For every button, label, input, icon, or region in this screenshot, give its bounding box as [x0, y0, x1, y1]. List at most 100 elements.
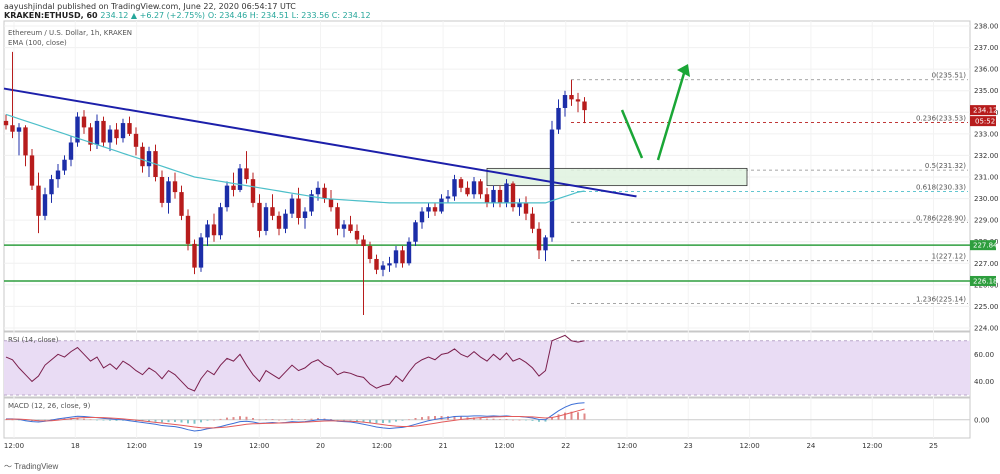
macd-histogram-bar — [492, 418, 495, 420]
ohlc-values: O: 234.46 H: 234.51 L: 233.56 C: 234.12 — [207, 11, 371, 20]
candle-body — [549, 129, 555, 238]
candle-body — [341, 224, 347, 229]
candle-body — [270, 207, 275, 216]
y-tick-label: 227.00 — [974, 260, 999, 268]
candle-body — [296, 198, 301, 218]
rsi-tick-label: 60.00 — [974, 351, 994, 359]
y-tick-label: 237.00 — [974, 44, 999, 52]
macd-histogram-bar — [336, 419, 339, 421]
candle-body — [68, 142, 74, 160]
y-tick-label: 225.00 — [974, 303, 999, 311]
x-tick-label: 21 — [439, 442, 448, 450]
macd-histogram-bar — [271, 419, 274, 420]
macd-histogram-bar — [167, 419, 170, 423]
macd-histogram-bar — [382, 419, 384, 424]
macd-histogram-bar — [154, 419, 157, 422]
candle-body — [426, 207, 431, 212]
x-tick-label: 12:00 — [249, 442, 269, 450]
candle-body — [107, 129, 113, 143]
macd-histogram-bar — [252, 418, 254, 420]
candle-body — [536, 228, 542, 251]
tradingview-logo[interactable]: 〜 TradingView — [4, 461, 58, 472]
macd-histogram-bar — [375, 419, 378, 424]
macd-histogram-bar — [284, 419, 287, 421]
macd-histogram-bar — [401, 419, 404, 421]
fib-level-label: 1.236(225.14) — [916, 295, 966, 303]
candle-body — [211, 224, 217, 236]
trendline — [3, 87, 637, 198]
candle-body — [29, 155, 35, 186]
x-tick-label: 23 — [684, 442, 693, 450]
macd-histogram-bar — [414, 418, 417, 420]
macd-histogram-bar — [453, 416, 456, 420]
candle-body — [556, 107, 561, 130]
countdown-tag — [970, 116, 996, 127]
macd-histogram-bar — [180, 419, 183, 423]
candles — [3, 51, 587, 316]
candle-body — [231, 185, 236, 190]
candle-body — [16, 127, 22, 132]
candle-body — [471, 181, 477, 195]
ema-line — [5, 113, 585, 204]
candle-body — [458, 179, 464, 188]
candle-body — [439, 198, 444, 212]
macd-histogram-bar — [525, 419, 527, 421]
macd-histogram-bar — [427, 416, 430, 420]
y-tick-label: 231.00 — [974, 174, 999, 182]
macd-histogram-bar — [518, 419, 521, 421]
candle-body — [101, 120, 106, 143]
y-tick-label: 224.00 — [974, 325, 999, 333]
publisher-line: aayushjindal published on TradingView.co… — [4, 2, 296, 11]
x-tick-label: 20 — [316, 442, 325, 450]
overlays: 0(235.51) 0.236(233.53) 0.5(231.32) 0.618(2… — [3, 64, 970, 304]
candle-body — [309, 194, 314, 212]
candle-body — [289, 198, 295, 214]
macd-panel: 0.00 — [4, 402, 990, 432]
candle-body — [159, 177, 165, 203]
candle-body — [257, 202, 262, 231]
candle-body — [335, 207, 340, 229]
x-tick-label: 12:00 — [127, 442, 147, 450]
ema-polyline — [5, 113, 585, 204]
macd-histogram-bar — [11, 419, 14, 421]
candle-body — [497, 189, 503, 203]
candle-body — [75, 116, 80, 143]
candle-body — [328, 198, 334, 208]
price-tag — [970, 105, 996, 116]
candle-body — [81, 116, 87, 128]
macd-histogram-bar — [551, 417, 553, 420]
macd-histogram-bar — [538, 419, 540, 422]
candle-body — [42, 194, 48, 216]
legend-macd: MACD (12, 26, close, 9) — [8, 402, 91, 410]
support-price-label: 227.84 — [973, 242, 998, 250]
candle-body — [263, 207, 269, 231]
candle-body — [484, 194, 490, 203]
candle-body — [276, 215, 282, 229]
x-tick-label: 12:00 — [494, 442, 514, 450]
candle-body — [523, 202, 529, 214]
candle-body — [354, 230, 360, 240]
macd-histogram-bar — [161, 419, 163, 423]
candle-body — [179, 192, 184, 216]
candle-body — [62, 159, 67, 171]
macd-histogram-bar — [499, 419, 501, 420]
tradingview-icon: 〜 — [4, 462, 12, 471]
macd-histogram-bar — [317, 418, 319, 420]
y-tick-label: 238.00 — [974, 23, 999, 31]
signal-line — [5, 408, 585, 429]
macd-histogram-bar — [421, 417, 423, 420]
x-tick-label: 12:00 — [372, 442, 392, 450]
candle-body — [244, 168, 249, 180]
y-tick-label: 230.00 — [974, 195, 999, 203]
candle-body — [478, 181, 483, 195]
macd-histogram-bar — [174, 419, 176, 422]
candle-body — [10, 125, 15, 132]
macd-histogram-bar — [408, 419, 410, 421]
macd-histogram-bar — [330, 419, 332, 420]
macd-histogram-bar — [434, 416, 436, 420]
candle-body — [120, 123, 126, 139]
candle-body — [517, 202, 522, 208]
macd-histogram-bar — [44, 419, 46, 421]
candle-body — [367, 246, 373, 259]
